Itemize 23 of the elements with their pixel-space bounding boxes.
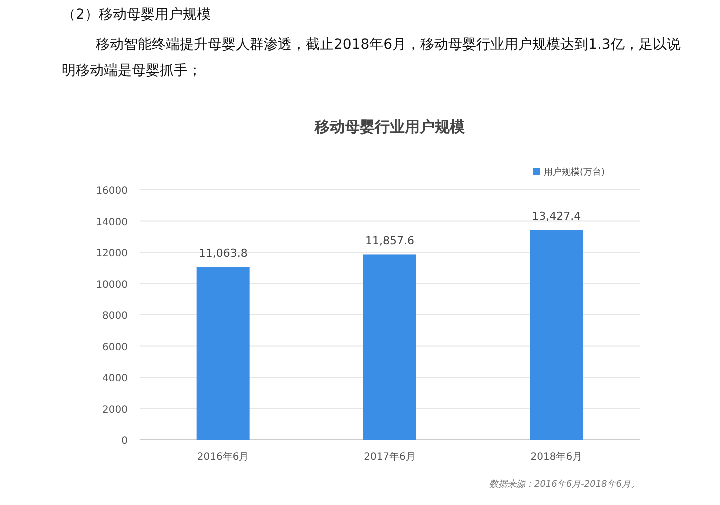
x-tick-label: 2017年6月 — [364, 451, 416, 463]
y-tick-label: 8000 — [102, 311, 128, 322]
y-tick-label: 2000 — [102, 404, 128, 416]
x-tick-label: 2016年6月 — [197, 451, 250, 463]
chart-title: 移动母婴行业用户规模 — [314, 118, 466, 136]
y-tick-label: 10000 — [96, 280, 128, 291]
bar — [530, 230, 584, 440]
legend-label: 用户规模(万台) — [544, 167, 606, 178]
y-tick-label: 0 — [122, 436, 128, 447]
bar — [196, 267, 250, 440]
y-tick-label: 4000 — [102, 374, 128, 384]
y-tick-label: 16000 — [96, 186, 128, 197]
bar — [364, 254, 416, 440]
y-tick-label: 6000 — [102, 342, 128, 354]
text: 11,063.8 — [198, 247, 248, 260]
text: 13,427.4 — [532, 210, 582, 224]
x-tick-label: 2018年6月 — [530, 451, 583, 463]
text: 11,857.6 — [366, 234, 414, 248]
y-tick-label: 12000 — [96, 248, 128, 260]
y-tick-label: 14000 — [96, 217, 128, 228]
text: （2）移动母婴用户规模 — [62, 6, 211, 24]
source-note: 数据来源：2016年6月-2018年6月。 — [489, 479, 640, 490]
text: 移动智能终端提升母婴人群渗透，截止2018年6月，移动母婴行业用户规模达到1.3亿，足以说明移动端是母婴抓手； — [62, 36, 682, 81]
